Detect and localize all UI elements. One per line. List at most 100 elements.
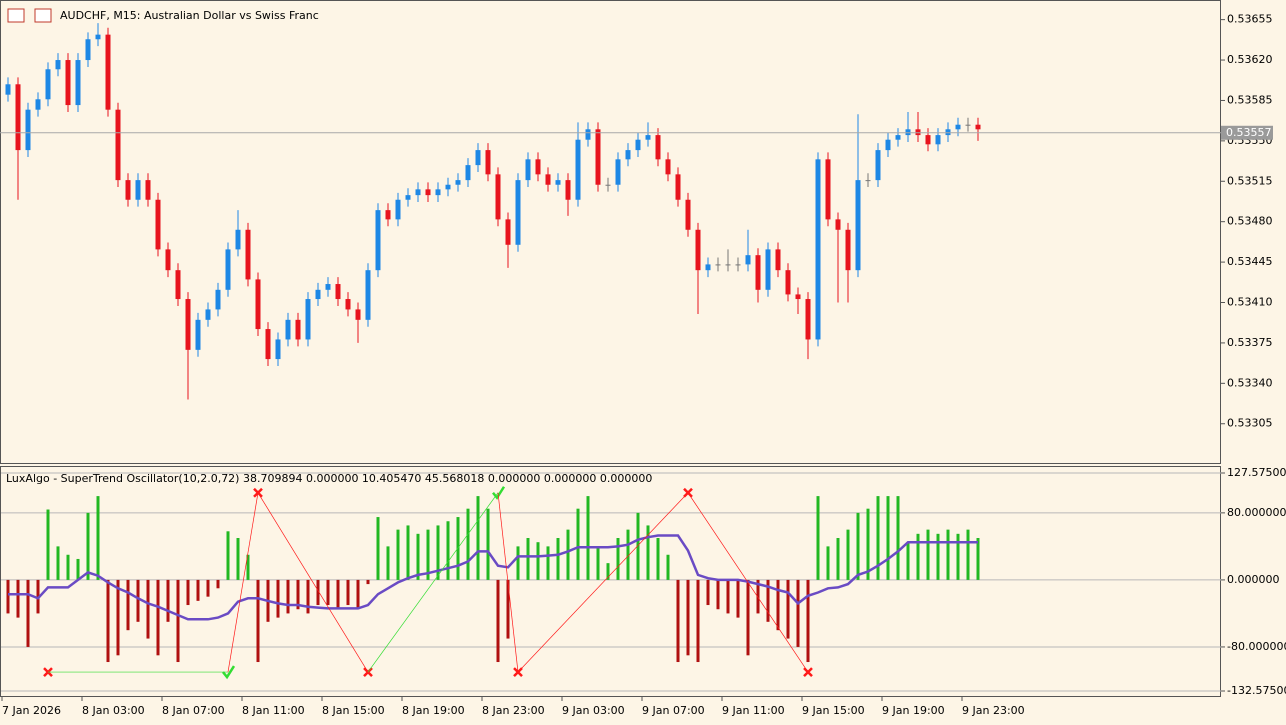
histogram-bar	[546, 546, 550, 580]
candle-body	[215, 289, 221, 310]
histogram-bar	[216, 579, 220, 589]
candle-body	[525, 159, 531, 181]
candle-body	[125, 180, 131, 200]
candle-body	[575, 139, 581, 200]
candle-body	[745, 255, 751, 265]
y-tick-label: 0.53445	[1227, 255, 1273, 268]
candle-body	[435, 189, 441, 196]
x-tick-label: 8 Jan 23:00	[482, 704, 545, 717]
candle-body	[165, 249, 171, 271]
candle-body	[475, 150, 481, 166]
histogram-bar	[406, 525, 410, 580]
histogram-bar	[66, 554, 70, 580]
histogram-bar	[436, 525, 440, 580]
candle-body	[305, 299, 311, 340]
candle-body	[175, 270, 181, 300]
candle-body	[665, 159, 671, 175]
candle-body	[625, 150, 631, 160]
candle-body	[65, 60, 71, 106]
histogram-bar	[126, 579, 130, 631]
last-price-label: 0.53557	[1226, 126, 1272, 139]
y-tick-label: 127.575000	[1227, 466, 1286, 479]
candle-body	[505, 219, 511, 245]
histogram-bar	[856, 512, 860, 580]
candle-body	[285, 319, 291, 340]
candle-body	[445, 184, 451, 190]
x-tick-label: 8 Jan 07:00	[162, 704, 225, 717]
histogram-bar	[686, 579, 690, 656]
oscillator-pane	[0, 466, 1221, 697]
signal-connector	[367, 492, 499, 673]
signal-connector	[257, 492, 369, 673]
candle-body	[15, 84, 21, 151]
candle-body	[675, 174, 681, 200]
candle-body	[765, 249, 771, 290]
histogram-bar	[86, 512, 90, 580]
candle-body	[95, 34, 101, 40]
candle-body	[705, 264, 711, 271]
candle-body	[235, 229, 241, 250]
histogram-bar	[506, 579, 510, 639]
x-tick-label: 8 Jan 19:00	[402, 704, 465, 717]
histogram-bar	[356, 579, 360, 610]
histogram-bar	[876, 496, 880, 580]
histogram-bar	[966, 529, 970, 580]
candle-body	[725, 264, 731, 266]
signal-check	[492, 486, 506, 500]
x-tick-label: 9 Jan 11:00	[722, 704, 785, 717]
candle-body	[485, 150, 491, 175]
histogram-bar	[746, 579, 750, 656]
histogram-bar	[326, 579, 330, 606]
x-tick-label: 7 Jan 2026	[2, 704, 61, 717]
histogram-bar	[486, 508, 490, 580]
histogram-bar	[556, 538, 560, 580]
candle-body	[315, 289, 321, 300]
histogram-bar	[606, 563, 610, 580]
candle-body	[25, 109, 31, 151]
oscillator-line	[8, 534, 978, 621]
histogram-bar	[866, 508, 870, 580]
histogram-bar	[906, 542, 910, 580]
candle-body	[265, 329, 271, 360]
y-tick-label: 0.53375	[1227, 336, 1273, 349]
candle-body	[335, 284, 341, 300]
candle-body	[785, 270, 791, 295]
x-tick-label: 8 Jan 03:00	[82, 704, 145, 717]
histogram-bar	[976, 538, 980, 580]
candle-body	[695, 229, 701, 271]
y-tick-label: 0.53620	[1227, 53, 1273, 66]
x-tick-label: 9 Jan 19:00	[882, 704, 945, 717]
histogram-bar	[626, 529, 630, 580]
histogram-bar	[56, 546, 60, 580]
x-tick-label: 9 Jan 07:00	[642, 704, 705, 717]
histogram-bar	[196, 579, 200, 601]
histogram-bar	[336, 579, 340, 610]
histogram-bar	[736, 579, 740, 618]
candle-body	[345, 299, 351, 310]
candle-body	[115, 109, 121, 181]
candle-body	[845, 229, 851, 271]
histogram-bar	[516, 546, 520, 580]
candle-body	[955, 124, 961, 130]
candle-body	[515, 180, 521, 245]
histogram-bar	[416, 533, 420, 580]
histogram-bar	[806, 579, 810, 663]
histogram-bar	[896, 496, 900, 580]
candle-body	[555, 180, 561, 185]
candle-body	[825, 159, 831, 220]
candle-body	[365, 270, 371, 320]
x-tick-label: 9 Jan 03:00	[562, 704, 625, 717]
histogram-bar	[726, 579, 730, 614]
candle-body	[585, 129, 591, 140]
histogram-bar	[286, 579, 290, 614]
candle-body	[75, 60, 81, 106]
histogram-bar	[496, 579, 500, 663]
y-tick-label: 0.53515	[1227, 174, 1273, 187]
candle-body	[245, 229, 251, 280]
y-tick-label: 80.000000	[1227, 506, 1286, 519]
candle-body	[645, 135, 651, 140]
histogram-bar	[116, 579, 120, 656]
histogram-bar	[596, 546, 600, 580]
y-tick-label: 0.53585	[1227, 93, 1273, 106]
